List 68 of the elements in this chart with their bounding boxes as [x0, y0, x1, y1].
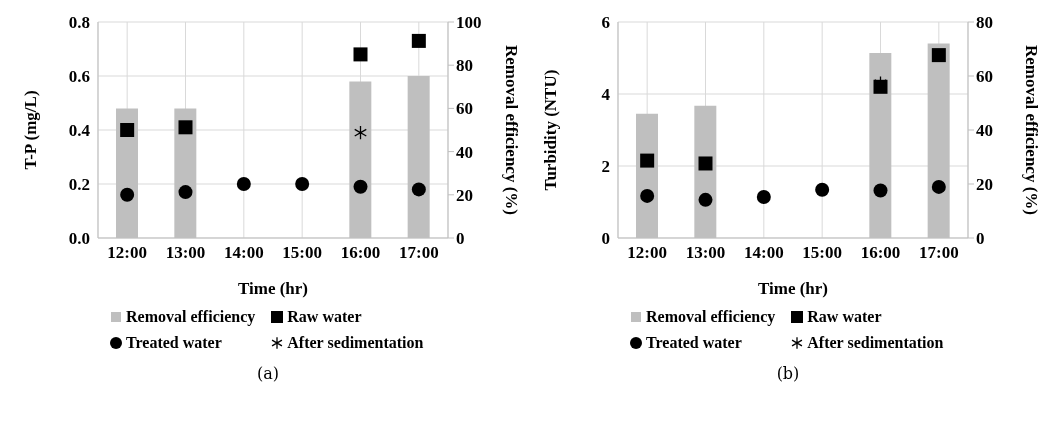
- x-tick-label: 15:00: [802, 243, 842, 263]
- legend-label: After sedimentation: [287, 334, 424, 352]
- y-tick-label: 0.8: [68, 13, 90, 33]
- point: [698, 192, 713, 207]
- y2-tick-label: 20: [976, 175, 993, 195]
- y2-tick-label: 80: [976, 13, 993, 33]
- point: [931, 179, 946, 194]
- legend-label: Treated water: [646, 334, 742, 352]
- x-tick-label: 17:00: [399, 243, 439, 263]
- y2-tick-label: 60: [456, 99, 473, 119]
- x-tick-label: 13:00: [165, 243, 206, 263]
- x-tick-label: 16:00: [860, 243, 901, 263]
- text: (a): [256, 364, 280, 383]
- legend-label: Removal efficiency: [646, 308, 776, 326]
- point: [354, 125, 367, 140]
- x-axis-title: Time (hr): [757, 279, 829, 298]
- x-tick-label: 15:00: [282, 243, 322, 263]
- legend-label: Treated water: [126, 334, 222, 352]
- legend-label: Raw water: [807, 308, 882, 326]
- y2-tick-label: 100: [456, 13, 482, 33]
- point: [411, 33, 426, 48]
- point: [178, 120, 193, 135]
- point: [178, 185, 193, 200]
- y-axis-title: Turbidity (NTU): [541, 69, 561, 191]
- text: (b): [775, 364, 801, 383]
- x-tick-label: 13:00: [685, 243, 726, 263]
- y-tick-label: 0.0: [68, 229, 90, 249]
- y2-tick-label: 60: [976, 67, 993, 87]
- y2-tick-label: 40: [456, 142, 473, 162]
- point: [640, 188, 655, 203]
- y2-tick-label: 0: [456, 229, 465, 249]
- y-tick-label: 0.6: [68, 67, 90, 87]
- point: [295, 177, 310, 191]
- y2-axis-title: Removal efficiency (%): [501, 45, 521, 215]
- legend-label: Raw water: [287, 308, 362, 326]
- y2-tick-label: 80: [456, 56, 473, 76]
- x-tick-label: 14:00: [224, 243, 264, 263]
- y-tick-label: 4: [601, 85, 611, 105]
- y-tick-label: 0.4: [68, 121, 91, 141]
- point: [815, 182, 830, 197]
- y-axis-title: T-P (mg/L): [21, 90, 41, 170]
- point: [640, 153, 655, 168]
- y2-tick-label: 0: [976, 229, 985, 249]
- point: [411, 182, 426, 197]
- y2-tick-label: 20: [456, 185, 473, 205]
- y2-axis-title: Removal efficiency (%): [1021, 45, 1041, 215]
- y-tick-label: 0.2: [68, 175, 90, 195]
- point: [698, 156, 713, 171]
- x-tick-label: 16:00: [340, 243, 381, 263]
- y-tick-label: 2: [601, 157, 610, 177]
- x-tick-label: 12:00: [107, 243, 147, 263]
- x-axis-title: Time (hr): [237, 279, 309, 298]
- point: [120, 123, 135, 137]
- y2-tick-label: 40: [976, 121, 993, 141]
- point: [353, 179, 368, 194]
- legend-label: Removal efficiency: [126, 308, 256, 326]
- point: [353, 47, 368, 62]
- legend-label: After sedimentation: [807, 334, 944, 352]
- point: [756, 189, 771, 204]
- point: [931, 48, 946, 63]
- point: [236, 177, 251, 191]
- point: [120, 187, 135, 202]
- point: [873, 183, 888, 198]
- y-tick-label: 0: [601, 229, 610, 249]
- x-tick-label: 14:00: [744, 243, 784, 263]
- x-tick-label: 17:00: [919, 243, 959, 263]
- x-tick-label: 12:00: [627, 243, 667, 263]
- y-tick-label: 6: [601, 13, 610, 33]
